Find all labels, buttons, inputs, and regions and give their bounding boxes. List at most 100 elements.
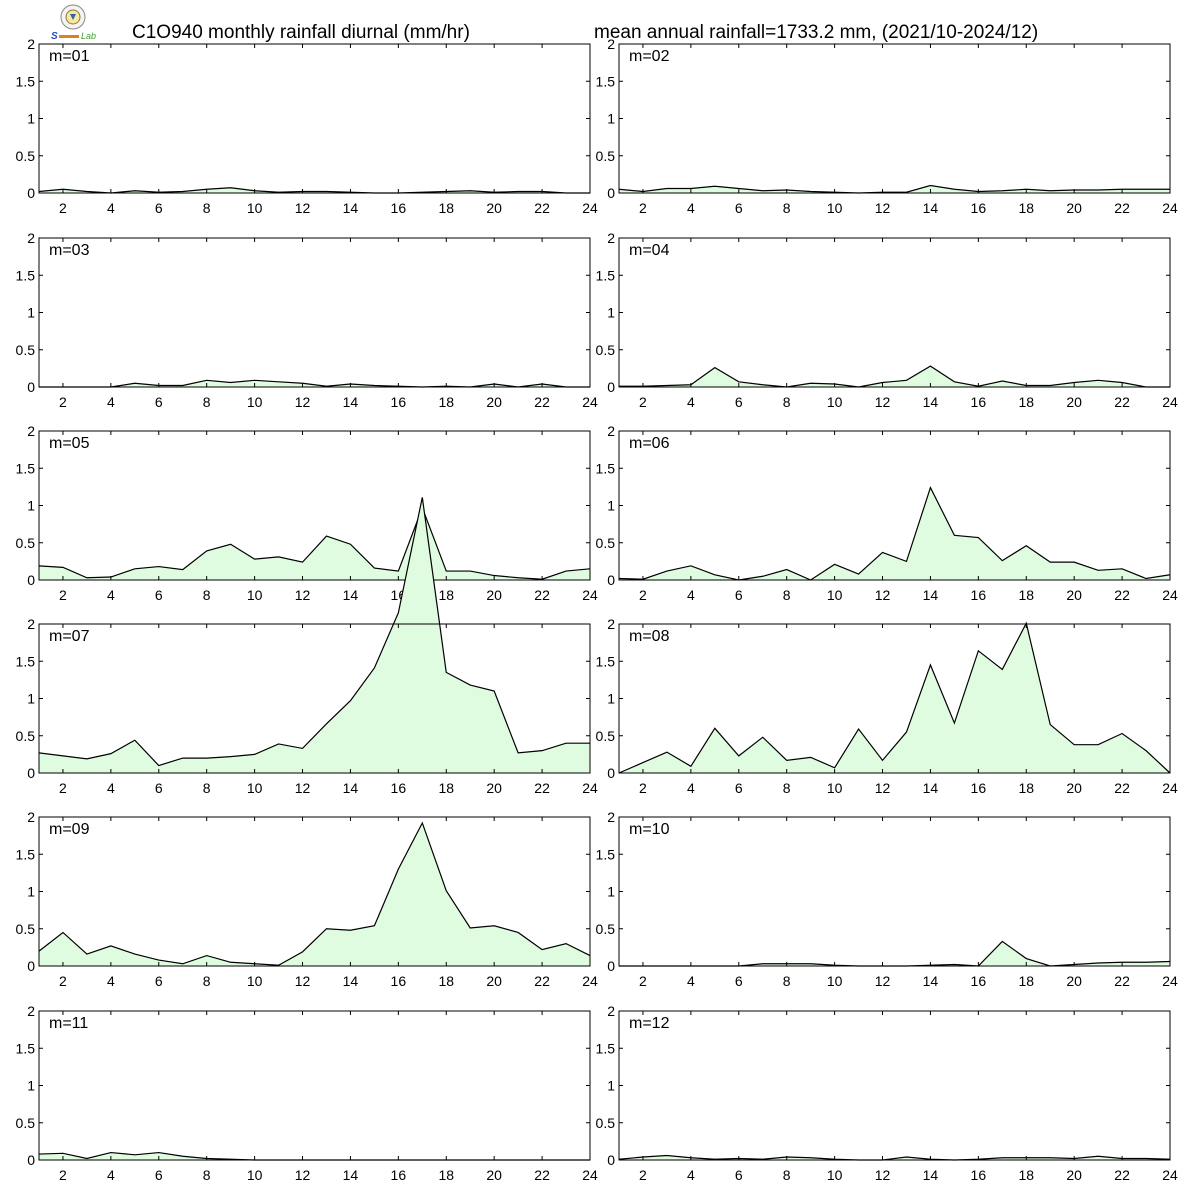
- x-tick-label: 20: [1066, 973, 1082, 989]
- y-tick-label: 0.5: [596, 728, 616, 744]
- x-tick-label: 12: [875, 200, 891, 216]
- x-tick-label: 20: [486, 394, 502, 410]
- panel-label: m=09: [49, 821, 90, 838]
- y-tick-label: 1.5: [16, 653, 36, 669]
- x-tick-label: 2: [59, 394, 67, 410]
- series-area: [619, 487, 1170, 580]
- y-tick-label: 0.5: [596, 1115, 616, 1131]
- x-tick-label: 2: [639, 587, 647, 603]
- x-tick-label: 4: [107, 780, 115, 796]
- y-tick-label: 1: [607, 691, 615, 707]
- panel-label: m=06: [629, 435, 670, 452]
- x-tick-label: 16: [391, 780, 407, 796]
- x-tick-label: 8: [203, 394, 211, 410]
- x-tick-label: 18: [1018, 973, 1034, 989]
- x-tick-label: 22: [1114, 1167, 1130, 1183]
- x-tick-label: 4: [107, 587, 115, 603]
- y-tick-label: 1.5: [596, 846, 616, 862]
- y-tick-label: 0.5: [16, 921, 36, 937]
- y-tick-label: 1: [607, 884, 615, 900]
- plot-frame: [38, 43, 591, 194]
- x-tick-label: 6: [735, 200, 743, 216]
- x-tick-label: 20: [1066, 780, 1082, 796]
- x-tick-label: 2: [59, 1167, 67, 1183]
- panel-label: m=07: [49, 628, 90, 645]
- series-line: [618, 621, 1171, 774]
- y-tick-label: 0.5: [596, 921, 616, 937]
- x-tick-label: 22: [534, 394, 550, 410]
- x-tick-label: 2: [639, 200, 647, 216]
- x-tick-label: 24: [582, 394, 598, 410]
- x-tick-label: 10: [247, 1167, 263, 1183]
- x-tick-label: 14: [923, 973, 939, 989]
- y-tick-label: 0: [27, 379, 35, 395]
- panel-label: m=05: [49, 435, 90, 452]
- x-tick-label: 4: [107, 394, 115, 410]
- x-tick-label: 12: [875, 780, 891, 796]
- x-tick-label: 12: [875, 973, 891, 989]
- y-tick-label: 0.5: [16, 535, 36, 551]
- x-tick-label: 12: [295, 973, 311, 989]
- y-tick-label: 1.5: [16, 1040, 36, 1056]
- x-tick-label: 4: [687, 200, 695, 216]
- series-line: [38, 506, 591, 580]
- x-tick-label: 8: [783, 1167, 791, 1183]
- series-area: [619, 623, 1170, 773]
- plot-frame: [618, 816, 1171, 967]
- y-tick-label: 0.5: [16, 728, 36, 744]
- series-area: [39, 822, 590, 966]
- x-tick-label: 8: [783, 973, 791, 989]
- x-tick-label: 6: [735, 1167, 743, 1183]
- panel-label: m=10: [629, 821, 670, 838]
- y-tick-label: 2: [607, 616, 615, 632]
- y-tick-label: 0.5: [596, 342, 616, 358]
- x-tick-label: 16: [971, 1167, 987, 1183]
- y-tick-label: 2: [27, 809, 35, 825]
- x-tick-label: 12: [295, 394, 311, 410]
- x-tick-label: 24: [1162, 394, 1178, 410]
- panel-label: m=02: [629, 48, 670, 65]
- x-tick-label: 12: [295, 200, 311, 216]
- x-tick-label: 10: [247, 973, 263, 989]
- y-tick-label: 0.5: [16, 342, 36, 358]
- x-tick-label: 2: [59, 780, 67, 796]
- y-tick-label: 0: [27, 572, 35, 588]
- y-tick-label: 0.5: [596, 148, 616, 164]
- x-tick-label: 2: [59, 200, 67, 216]
- x-tick-label: 16: [971, 780, 987, 796]
- y-tick-label: 2: [607, 1003, 615, 1019]
- x-tick-label: 14: [343, 587, 359, 603]
- x-tick-label: 22: [534, 973, 550, 989]
- x-tick-label: 24: [1162, 780, 1178, 796]
- y-tick-label: 1: [27, 1078, 35, 1094]
- y-tick-label: 1: [607, 111, 615, 127]
- x-tick-label: 12: [875, 1167, 891, 1183]
- y-tick-label: 0: [607, 379, 615, 395]
- x-tick-label: 4: [107, 200, 115, 216]
- x-tick-label: 20: [486, 973, 502, 989]
- x-tick-label: 12: [875, 587, 891, 603]
- series-line: [39, 379, 590, 388]
- plot-frame: [618, 43, 1171, 194]
- x-tick-label: 20: [486, 587, 502, 603]
- x-tick-label: 10: [247, 200, 263, 216]
- x-tick-label: 18: [438, 780, 454, 796]
- y-tick-label: 1.5: [16, 267, 36, 283]
- y-tick-label: 2: [607, 36, 615, 52]
- series-area: [619, 941, 1170, 966]
- x-tick-label: 2: [59, 973, 67, 989]
- x-tick-label: 18: [1018, 587, 1034, 603]
- y-tick-label: 1: [607, 1078, 615, 1094]
- x-tick-label: 22: [1114, 394, 1130, 410]
- y-tick-label: 2: [607, 230, 615, 246]
- panel-label: m=11: [49, 1015, 88, 1032]
- x-tick-label: 14: [343, 780, 359, 796]
- x-tick-label: 10: [827, 587, 843, 603]
